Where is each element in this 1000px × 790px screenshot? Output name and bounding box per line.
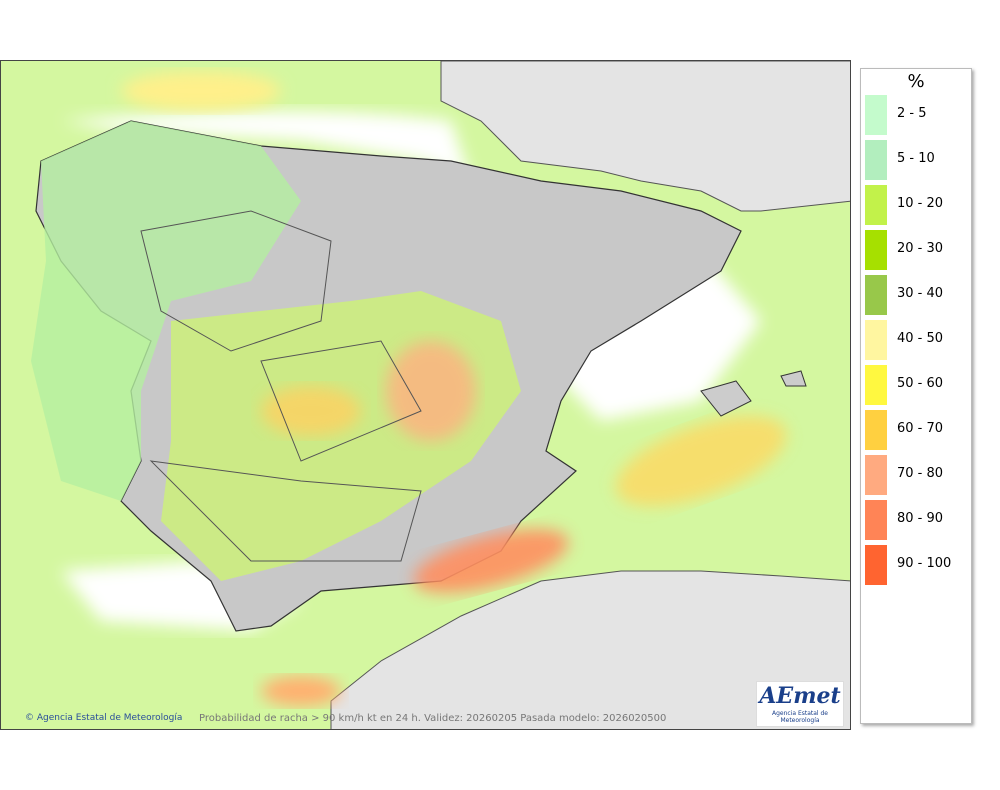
legend-item: 30 - 40 xyxy=(865,275,965,315)
legend-item: 2 - 5 xyxy=(865,95,965,135)
credit: © Agencia Estatal de Meteorología xyxy=(25,713,183,723)
legend-swatch xyxy=(865,95,887,135)
legend-label: 60 - 70 xyxy=(897,421,944,436)
legend: % 2 - 5 5 - 10 10 - 20 20 - 30 30 - 40 40 - 5… xyxy=(860,68,972,724)
legend-label: 30 - 40 xyxy=(897,286,944,301)
logo-subtitle: Agencia Estatal de Meteorología xyxy=(771,710,828,724)
legend-item: 20 - 30 xyxy=(865,230,965,270)
legend-swatch xyxy=(865,320,887,360)
legend-swatch xyxy=(865,410,887,450)
legend-label: 50 - 60 xyxy=(897,376,944,391)
logo-name: AEmet xyxy=(759,683,841,709)
legend-item: 50 - 60 xyxy=(865,365,965,405)
map: © Agencia Estatal de Meteorología Probab… xyxy=(0,60,851,730)
legend-item: 80 - 90 xyxy=(865,500,965,540)
legend-label: 70 - 80 xyxy=(897,466,944,481)
legend-item: 40 - 50 xyxy=(865,320,965,360)
legend-item: 5 - 10 xyxy=(865,140,965,180)
legend-swatch xyxy=(865,275,887,315)
legend-swatch xyxy=(865,230,887,270)
logo: AEmet Agencia Estatal de Meteorología xyxy=(756,681,844,727)
legend-label: 90 - 100 xyxy=(897,556,952,571)
legend-label: 20 - 30 xyxy=(897,241,944,256)
legend-title: % xyxy=(907,71,925,92)
legend-item: 90 - 100 xyxy=(865,545,965,585)
legend-item: 70 - 80 xyxy=(865,455,965,495)
legend-swatch xyxy=(865,140,887,180)
caption: Probabilidad de racha > 90 km/h kt en 24… xyxy=(199,713,667,724)
legend-swatch xyxy=(865,185,887,225)
legend-label: 2 - 5 xyxy=(897,106,927,121)
legend-swatch xyxy=(865,365,887,405)
legend-swatch xyxy=(865,500,887,540)
legend-item: 60 - 70 xyxy=(865,410,965,450)
map-drawing xyxy=(1,61,850,729)
legend-item: 10 - 20 xyxy=(865,185,965,225)
legend-label: 5 - 10 xyxy=(897,151,935,166)
legend-swatch xyxy=(865,455,887,495)
legend-swatch xyxy=(865,545,887,585)
legend-label: 40 - 50 xyxy=(897,331,944,346)
legend-label: 10 - 20 xyxy=(897,196,944,211)
legend-label: 80 - 90 xyxy=(897,511,944,526)
